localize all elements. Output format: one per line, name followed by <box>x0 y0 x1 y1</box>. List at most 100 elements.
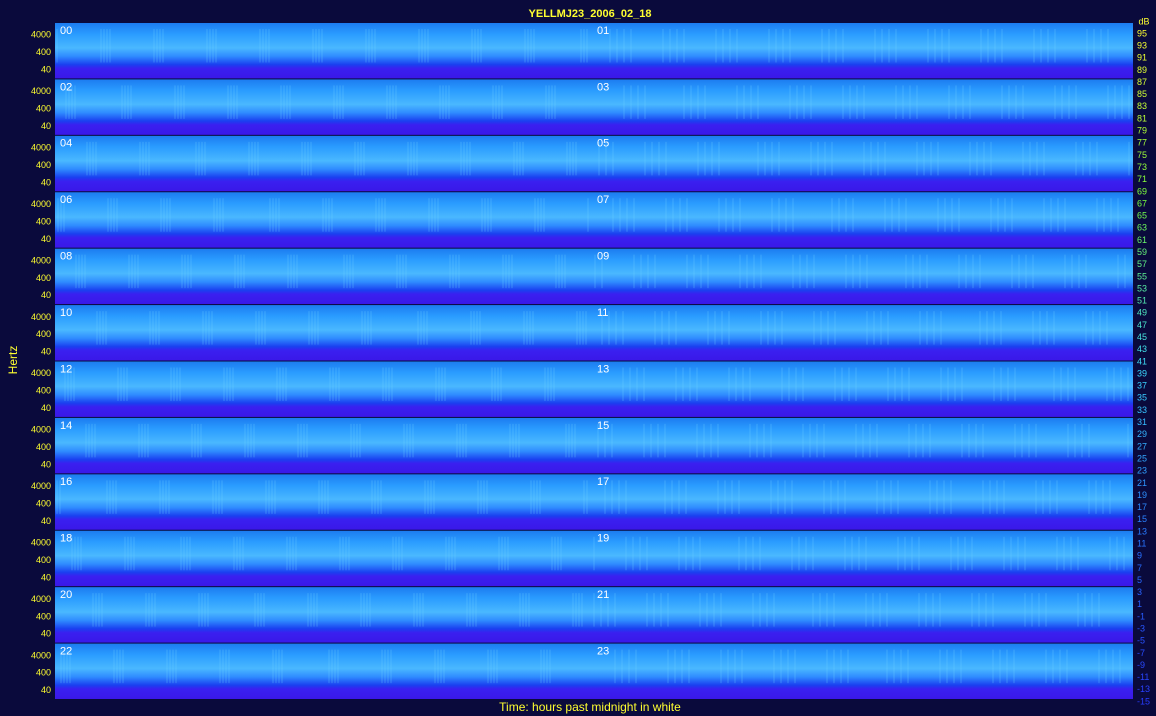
y-tick-label: 4000 <box>31 425 51 435</box>
colorbar-tick-label: 25 <box>1137 453 1147 463</box>
hour-label: 18 <box>60 533 72 545</box>
y-tick-label: 4000 <box>31 143 51 153</box>
colorbar-tick-label: 27 <box>1137 441 1147 451</box>
spectrogram-panel <box>592 192 1133 248</box>
colorbar-tick-label: 59 <box>1137 247 1147 257</box>
colorbar-tick-label: 95 <box>1137 28 1147 38</box>
y-tick-label: 40 <box>41 403 51 413</box>
spectrogram-panel <box>592 79 1133 135</box>
colorbar-tick-label: 75 <box>1137 150 1147 160</box>
colorbar-tick-label: 55 <box>1137 271 1147 281</box>
colorbar-tick-label: 77 <box>1137 138 1147 148</box>
spectrogram-panel <box>55 135 592 192</box>
y-tick-label: 40 <box>41 177 51 187</box>
colorbar-tick-label: 89 <box>1137 65 1147 75</box>
hour-label: 15 <box>597 420 609 432</box>
y-tick-label: 40 <box>41 347 51 357</box>
colorbar-tick-label: 73 <box>1137 162 1147 172</box>
colorbar-tick-label: 37 <box>1137 381 1147 391</box>
colorbar-tick-label: -13 <box>1137 684 1150 694</box>
spectrogram-panel <box>55 587 592 643</box>
spectrogram-panel <box>592 361 1133 417</box>
colorbar-tick-label: 57 <box>1137 259 1147 269</box>
hour-label: 21 <box>597 589 609 601</box>
colorbar-tick-label: 45 <box>1137 332 1147 342</box>
colorbar-tick-label: -1 <box>1137 611 1145 621</box>
colorbar-tick-label: 71 <box>1137 174 1147 184</box>
colorbar-tick-label: 29 <box>1137 429 1147 439</box>
hour-label: 13 <box>597 363 609 375</box>
colorbar-tick-label: 79 <box>1137 126 1147 136</box>
spectrogram-panel <box>592 417 1133 474</box>
y-tick-label: 400 <box>36 329 51 339</box>
spectrogram-panel <box>55 643 592 699</box>
y-tick-label: 40 <box>41 290 51 300</box>
colorbar-tick-label: 61 <box>1137 235 1147 245</box>
hour-label: 20 <box>60 589 72 601</box>
colorbar-tick-label: -5 <box>1137 636 1145 646</box>
colorbar-tick-label: 87 <box>1137 77 1147 87</box>
hour-label: 09 <box>597 251 609 263</box>
colorbar-tick-label: 85 <box>1137 89 1147 99</box>
hour-label: 04 <box>60 138 72 150</box>
y-tick-label: 40 <box>41 234 51 244</box>
y-tick-label: 40 <box>41 685 51 695</box>
y-tick-label: 400 <box>36 442 51 452</box>
colorbar-tick-label: 31 <box>1137 417 1147 427</box>
y-tick-label: 4000 <box>31 312 51 322</box>
y-tick-label: 400 <box>36 555 51 565</box>
colorbar-tick-label: 51 <box>1137 296 1147 306</box>
colorbar-tick-label: -9 <box>1137 660 1145 670</box>
y-tick-label: 40 <box>41 572 51 582</box>
spectrogram-panel <box>592 587 1133 643</box>
hour-label: 08 <box>60 251 72 263</box>
colorbar-tick-label: 69 <box>1137 186 1147 196</box>
colorbar-tick-label: 53 <box>1137 283 1147 293</box>
y-tick-label: 40 <box>41 65 51 75</box>
y-tick-label: 400 <box>36 216 51 226</box>
y-tick-label: 400 <box>36 611 51 621</box>
y-tick-label: 4000 <box>31 368 51 378</box>
hour-label: 10 <box>60 307 72 319</box>
y-tick-label: 400 <box>36 386 51 396</box>
spectrogram-panel <box>592 23 1133 79</box>
y-tick-label: 4000 <box>31 594 51 604</box>
hour-label: 22 <box>60 645 72 657</box>
y-tick-label: 40 <box>41 516 51 526</box>
spectrogram-panel <box>55 305 592 361</box>
colorbar-label: dB <box>1138 16 1149 26</box>
hour-label: 11 <box>597 307 608 319</box>
colorbar-tick-label: 67 <box>1137 198 1147 208</box>
spectrogram-panel <box>592 135 1133 192</box>
y-tick-label: 40 <box>41 121 51 131</box>
spectrogram-panel <box>55 530 592 587</box>
y-tick-label: 400 <box>36 273 51 283</box>
colorbar-tick-label: 23 <box>1137 466 1147 476</box>
spectrogram-panel <box>55 474 592 530</box>
hour-label: 17 <box>597 476 609 488</box>
hour-label: 02 <box>60 81 72 93</box>
colorbar-tick-label: 47 <box>1137 320 1147 330</box>
colorbar-tick-label: 5 <box>1137 575 1142 585</box>
y-tick-label: 400 <box>36 47 51 57</box>
hour-label: 06 <box>60 194 72 206</box>
y-tick-label: 400 <box>36 668 51 678</box>
colorbar-tick-label: 15 <box>1137 514 1147 524</box>
y-tick-label: 4000 <box>31 650 51 660</box>
colorbar-tick-label: 1 <box>1137 599 1142 609</box>
x-axis-label: Time: hours past midnight in white <box>499 700 681 714</box>
colorbar-tick-label: 43 <box>1137 344 1147 354</box>
spectrogram-panel <box>55 192 592 248</box>
colorbar-tick-label: 21 <box>1137 478 1147 488</box>
y-tick-label: 4000 <box>31 255 51 265</box>
hour-label: 07 <box>597 194 609 206</box>
spectrogram-panel <box>592 248 1133 305</box>
y-tick-label: 40 <box>41 629 51 639</box>
spectrogram-panel <box>592 474 1133 530</box>
spectrogram-panel <box>592 643 1133 699</box>
colorbar-tick-label: 11 <box>1137 538 1146 548</box>
colorbar-tick-label: 13 <box>1137 526 1147 536</box>
hour-label: 03 <box>597 81 609 93</box>
y-axis-label: Hertz <box>6 346 20 375</box>
hour-label: 05 <box>597 138 609 150</box>
